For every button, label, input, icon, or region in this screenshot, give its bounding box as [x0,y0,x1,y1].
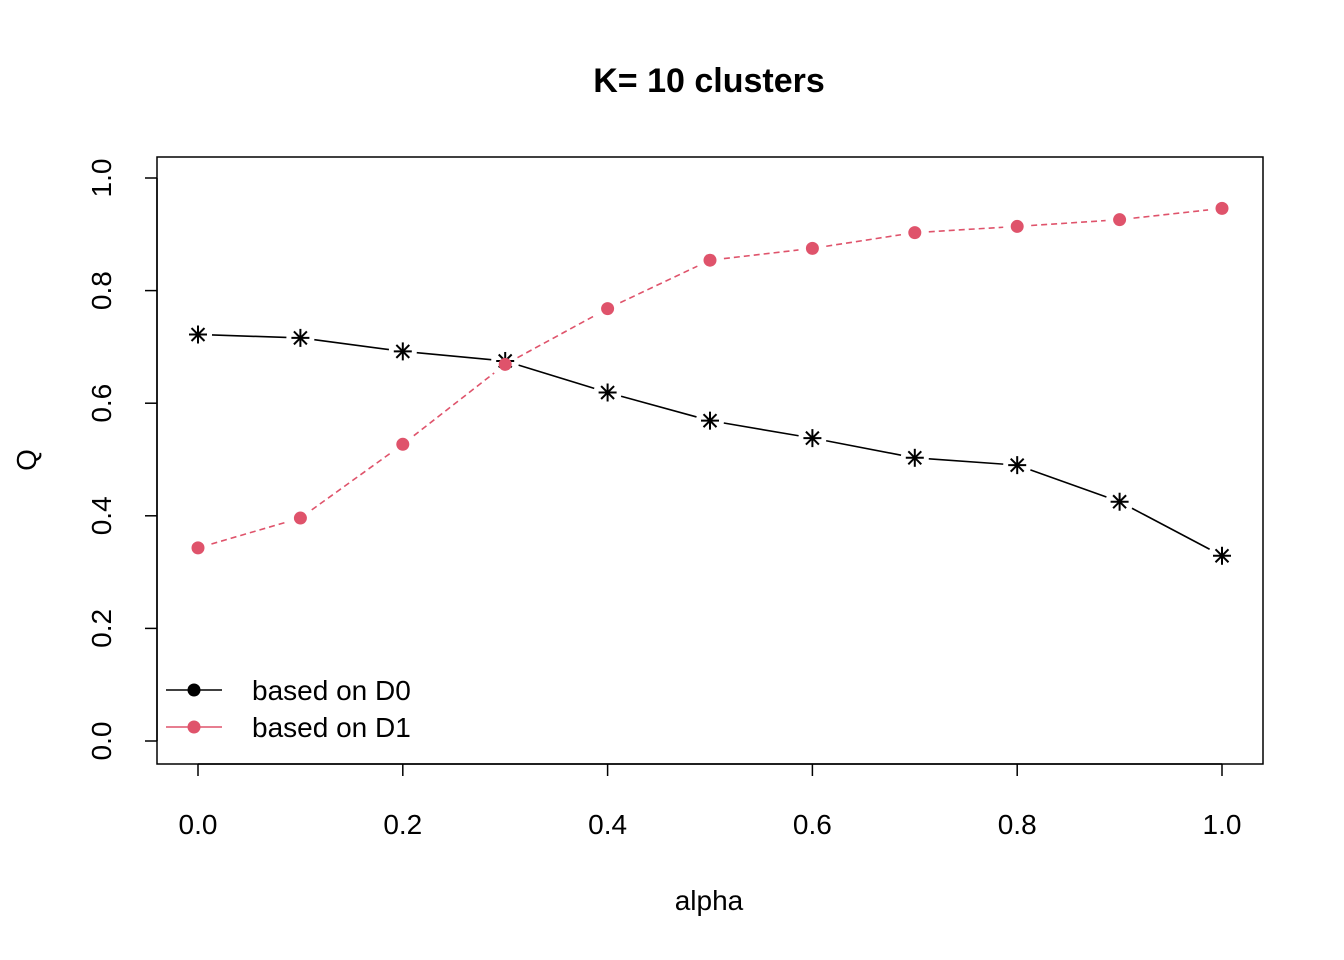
series-1-point [1113,213,1127,227]
series-1-segment [413,372,495,437]
series-0-point [905,448,924,467]
y-axis: 0.0 0.2 0.4 0.6 0.8 1.0 [86,159,158,761]
series-1-point [396,437,410,451]
series-0-point [598,383,617,402]
series-0-point [1213,546,1231,565]
series-0-point [189,325,207,344]
series-0-point [701,411,719,430]
series-0 [189,325,1231,565]
series-0-segment [825,439,902,456]
series-0-segment [1030,469,1107,498]
plot-frame [156,156,1264,765]
legend-label: based on D0 [252,675,411,706]
series-0-segment [620,395,697,418]
series-1-segment [723,249,799,260]
x-tick-label: 0.0 [179,809,218,840]
legend-marker [187,720,201,734]
y-axis-label: Q [11,449,42,471]
series-0-point [1110,492,1129,511]
y-tick-label: 1.0 [86,159,117,198]
y-tick-label: 0.4 [86,496,117,535]
x-tick-label: 1.0 [1203,809,1242,840]
series-1-segment [1031,219,1106,227]
series-1-point [293,511,307,525]
series-0-segment [211,334,287,339]
legend-item-0: based on D0 [166,675,411,706]
series-1-point [908,226,922,240]
series-1-segment [619,265,698,304]
chart-title: K= 10 clusters [593,62,825,100]
series-1-point [1215,201,1229,215]
series-1-point [1010,219,1024,233]
legend-label: based on D1 [252,712,411,743]
series-1-segment [517,314,596,359]
series-1-point [703,253,717,267]
series-1-point [805,241,819,255]
series-1-segment [311,451,392,511]
x-tick-label: 0.6 [793,809,832,840]
legend-marker [187,683,201,697]
legend-item-1: based on D1 [166,712,411,743]
series-0-point [291,328,310,347]
x-tick-label: 0.4 [588,809,627,840]
series-1-segment [211,521,288,545]
series-0-segment [314,338,390,351]
series-1-point [498,357,512,371]
series-0-segment [1131,507,1210,550]
series-0-point [1008,456,1027,475]
x-tick-label: 0.8 [998,809,1037,840]
series-1-segment [1133,209,1209,219]
series-1 [191,201,1229,555]
y-tick-label: 0.8 [86,271,117,310]
x-tick-label: 0.2 [383,809,422,840]
y-tick-label: 0.2 [86,609,117,648]
x-axis-label: alpha [675,885,744,916]
series-layer [189,201,1231,565]
series-0-segment [723,422,799,437]
series-0-segment [416,351,492,361]
series-1-segment [928,226,1004,233]
y-tick-label: 0.0 [86,722,117,761]
series-0-point [393,342,412,361]
legend: based on D0 based on D1 [166,675,411,743]
series-0-point [803,429,822,448]
series-1-point [601,302,615,316]
x-axis: 0.0 0.2 0.4 0.6 0.8 1.0 [179,763,1242,840]
series-1-point [191,541,205,555]
series-1-segment [826,233,902,248]
y-tick-label: 0.6 [86,384,117,423]
series-0-segment [928,458,1004,465]
series-0-segment [518,364,595,390]
